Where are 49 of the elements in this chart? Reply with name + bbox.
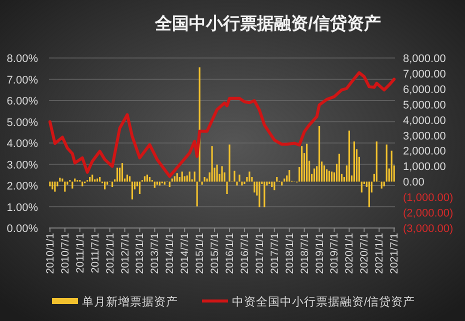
x-tick-label: 2017/1/1 bbox=[254, 232, 266, 274]
y2-tick-label: (2,000.00) bbox=[403, 208, 454, 220]
line-series bbox=[48, 71, 396, 178]
y-tick-label: 0.00% bbox=[6, 223, 38, 235]
y2-tick-label: 5,000.00 bbox=[403, 99, 446, 112]
y-tick-label: 3.00% bbox=[6, 159, 38, 172]
x-tick-label: 2018/7/1 bbox=[298, 232, 311, 274]
y-tick-label: 5.00% bbox=[6, 116, 38, 129]
x-tick-label: 2012/1/1 bbox=[104, 232, 116, 274]
x-tick-label: 2010/1/1 bbox=[44, 232, 56, 274]
y2-tick-label: 3,000.00 bbox=[403, 130, 446, 142]
x-tick-label: 2018/1/1 bbox=[284, 232, 296, 274]
y2-tick-label: 0.00 bbox=[403, 176, 424, 189]
legend-label: 中资全国中小行票据融资/信贷资产 bbox=[232, 294, 416, 308]
x-tick-label: 2013/1/1 bbox=[134, 232, 146, 274]
x-tick-label: 2020/1/1 bbox=[344, 232, 356, 274]
legend-label: 单月新增票据资产 bbox=[82, 294, 178, 308]
x-tick-label: 2021/1/1 bbox=[374, 232, 386, 274]
x-tick-label: 2020/7/1 bbox=[358, 232, 371, 274]
y-tick-label: 8.00% bbox=[6, 53, 38, 65]
y2-tick-label: 1,000.00 bbox=[403, 161, 446, 174]
x-tick-label: 2015/7/1 bbox=[209, 232, 222, 274]
y-tick-label: 4.00% bbox=[6, 138, 38, 150]
y-tick-label: 1.00% bbox=[6, 202, 38, 214]
y2-tick-label: 6,000.00 bbox=[403, 84, 446, 96]
x-tick-label: 2017/7/1 bbox=[268, 232, 281, 274]
x-tick-label: 2015/1/1 bbox=[194, 232, 206, 274]
y2-tick-label: 8,000.00 bbox=[403, 53, 446, 65]
y2-tick-label: 4,000.00 bbox=[403, 114, 446, 127]
x-tick-label: 2016/1/1 bbox=[224, 232, 236, 274]
x-tick-label: 2021/7/1 bbox=[388, 232, 401, 274]
chart-title: 全国中小行票据融资/信贷资产 bbox=[154, 14, 381, 33]
y2-tick-label: (1,000.00) bbox=[403, 192, 454, 204]
y-tick-label: 6.00% bbox=[6, 96, 38, 108]
y2-tick-label: (3,000.00) bbox=[403, 223, 454, 235]
x-tick-label: 2011/1/1 bbox=[74, 232, 86, 274]
x-tick-label: 2014/1/1 bbox=[164, 232, 176, 274]
x-tick-label: 2019/7/1 bbox=[328, 232, 341, 274]
x-tick-label: 2010/7/1 bbox=[59, 232, 72, 274]
y2-tick-label: 2,000.00 bbox=[403, 146, 446, 158]
y-tick-label: 7.00% bbox=[6, 74, 38, 86]
x-tick-label: 2016/7/1 bbox=[238, 232, 251, 274]
x-tick-label: 2014/7/1 bbox=[179, 232, 192, 274]
x-tick-label: 2011/7/1 bbox=[89, 232, 102, 274]
x-tick-label: 2019/1/1 bbox=[314, 232, 326, 274]
y-tick-label: 2.00% bbox=[6, 180, 38, 192]
x-tick-label: 2013/7/1 bbox=[149, 232, 162, 274]
y2-tick-label: 7,000.00 bbox=[403, 68, 446, 80]
x-tick-label: 2012/7/1 bbox=[119, 232, 132, 274]
